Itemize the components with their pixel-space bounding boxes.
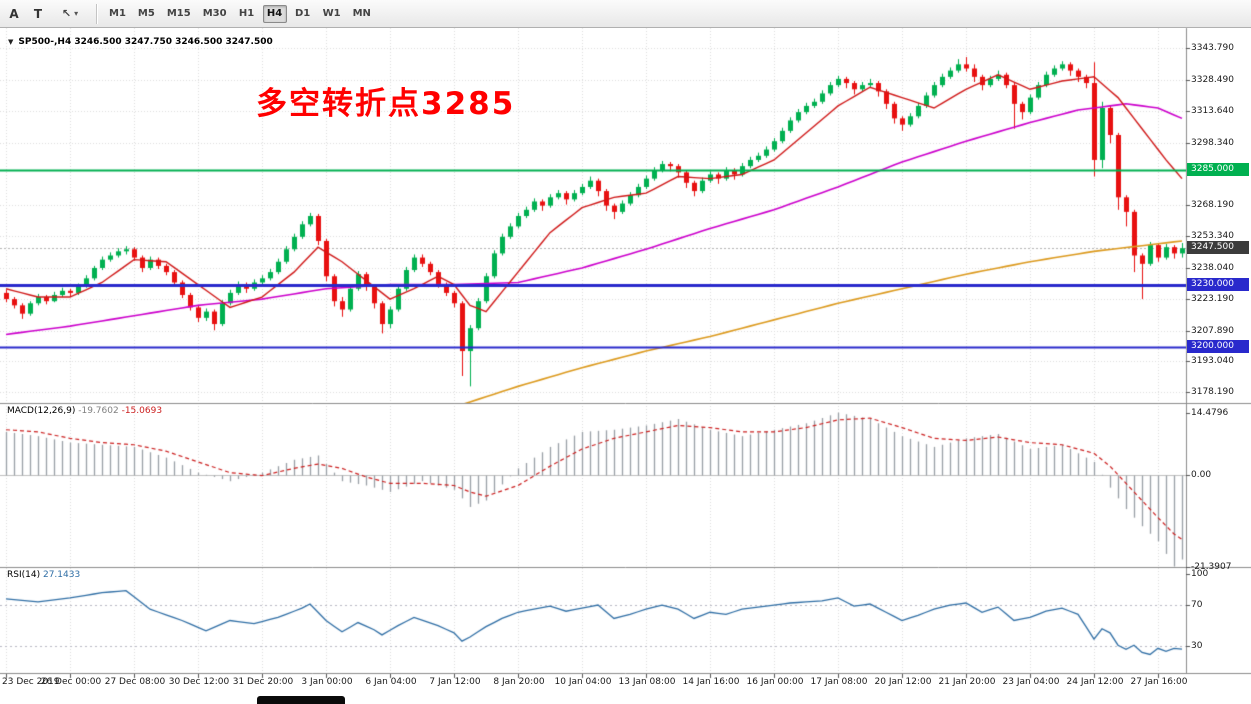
taskbar-fragment	[257, 696, 345, 704]
toolbar-button-t[interactable]: T	[27, 4, 49, 24]
timeframe-button-d1[interactable]: D1	[291, 5, 315, 23]
timeframe-button-m15[interactable]: M15	[163, 5, 195, 23]
cursor-tool-dropdown[interactable]: ↖ ▾	[51, 4, 89, 24]
toolbar-separator	[96, 3, 97, 24]
chevron-down-icon: ▾	[74, 9, 79, 18]
toolbar: A T ↖ ▾ M1 M5 M15 M30 H1 H4 D1 W1 MN	[0, 0, 1251, 28]
timeframe-button-m30[interactable]: M30	[199, 5, 231, 23]
timeframe-button-h1[interactable]: H1	[235, 5, 259, 23]
timeframe-button-h4[interactable]: H4	[262, 4, 287, 23]
toolbar-button-a[interactable]: A	[3, 4, 25, 24]
timeframe-button-m5[interactable]: M5	[134, 5, 159, 23]
cursor-icon: ↖	[61, 7, 72, 20]
timeframe-button-m1[interactable]: M1	[105, 5, 130, 23]
timeframe-button-w1[interactable]: W1	[319, 5, 345, 23]
timeframe-button-mn[interactable]: MN	[349, 5, 375, 23]
